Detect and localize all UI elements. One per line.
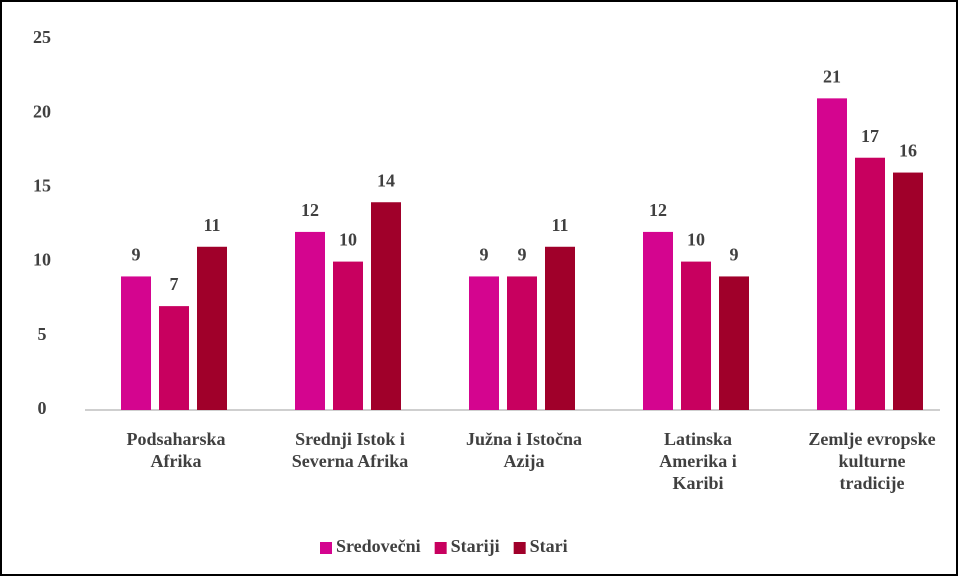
bar [643, 231, 673, 410]
data-label: 17 [861, 126, 879, 146]
y-tick-label: 5 [38, 324, 47, 344]
y-tick-label: 10 [33, 250, 51, 270]
data-label: 9 [132, 245, 141, 265]
bar [545, 246, 575, 410]
x-tick-label: Podsaharska Afrika [126, 429, 226, 471]
bar [371, 202, 401, 410]
bar [121, 276, 151, 410]
bar [855, 157, 885, 410]
bar [681, 261, 711, 410]
data-label: 7 [170, 274, 179, 294]
bar [333, 261, 363, 410]
data-label: 10 [339, 230, 357, 250]
bar [295, 231, 325, 410]
legend-label: Stari [530, 536, 568, 556]
bar [817, 98, 847, 411]
bar [469, 276, 499, 410]
bar [893, 172, 923, 410]
y-tick-label: 0 [38, 398, 47, 418]
y-tick-label: 20 [33, 101, 51, 121]
x-tick-label: Zemlje evropske kulturne tradicije [808, 429, 936, 493]
legend-swatch [513, 542, 526, 554]
bar [507, 276, 537, 410]
data-label: 12 [301, 200, 319, 220]
data-label: 14 [377, 170, 395, 190]
legend-label: Stariji [451, 536, 500, 556]
data-label: 10 [687, 230, 705, 250]
bar [719, 276, 749, 410]
bar [159, 306, 189, 410]
data-label: 16 [899, 141, 917, 161]
data-label: 21 [823, 66, 841, 86]
data-label: 11 [551, 215, 568, 235]
legend-swatch [434, 542, 447, 554]
x-tick-label: Južna i Istočna Azija [465, 429, 582, 471]
legend-label: Sredovečni [336, 536, 421, 556]
data-label: 11 [203, 215, 220, 235]
y-tick-label: 15 [33, 176, 51, 196]
bar [197, 246, 227, 410]
data-label: 9 [518, 245, 527, 265]
x-tick-label: Srednji Istok i Severna Afrika [291, 429, 409, 471]
x-tick-label: Latinska Amerika i Karibi [659, 429, 737, 493]
legend-swatch [320, 542, 332, 554]
y-tick-label: 25 [33, 27, 51, 47]
data-label: 12 [649, 200, 667, 220]
data-label: 9 [480, 245, 489, 265]
data-label: 9 [730, 245, 739, 265]
